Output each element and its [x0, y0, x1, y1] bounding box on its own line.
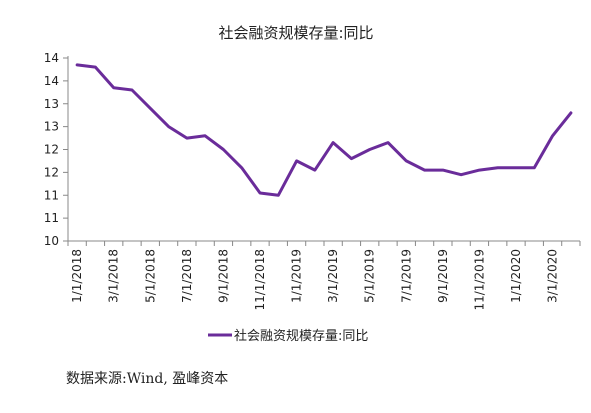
source-note: 数据来源:Wind, 盈峰资本: [66, 371, 229, 387]
x-tick-label: 3/1/2018: [107, 249, 121, 303]
x-tick-label: 1/1/2018: [70, 249, 84, 303]
x-tick-label: 3/1/2019: [326, 249, 340, 303]
x-tick-label: 5/1/2018: [143, 249, 157, 303]
y-tick-label: 11: [44, 188, 59, 202]
legend-label: 社会融资规模存量:同比: [234, 328, 368, 344]
x-tick-label: 7/1/2019: [399, 249, 413, 303]
x-tick-label: 11/1/2018: [253, 249, 267, 311]
x-tick-label: 1/1/2020: [509, 249, 523, 303]
x-tick-label: 11/1/2019: [472, 249, 486, 311]
y-tick-label: 14: [44, 51, 59, 65]
chart-title: 社会融资规模存量:同比: [218, 24, 373, 42]
y-tick-label: 13: [44, 97, 59, 111]
series-layer: [75, 63, 573, 197]
x-tick-label: 3/1/2020: [546, 249, 560, 303]
x-tick-label: 9/1/2019: [436, 249, 450, 303]
x-tick-label: 5/1/2019: [363, 249, 377, 303]
x-axis: 1/1/2018 3/1/2018 5/1/2018 7/1/2018 9/1/2018…: [67, 240, 581, 311]
y-tick-label: 14: [44, 74, 59, 88]
x-tick-label: 1/1/2019: [290, 249, 304, 303]
x-tick-label: 9/1/2018: [216, 249, 230, 303]
series-line: [75, 63, 573, 197]
y-tick-label: 11: [44, 211, 59, 225]
x-tick-label: 7/1/2018: [180, 249, 194, 303]
y-tick-label: 12: [44, 143, 59, 157]
y-tick-label: 10: [44, 234, 59, 248]
y-axis: 10 11 11 12 12 13 13 14 14: [44, 51, 69, 248]
legend: 社会融资规模存量:同比: [208, 328, 368, 344]
y-tick-label: 12: [44, 165, 59, 179]
y-tick-label: 13: [44, 120, 59, 134]
